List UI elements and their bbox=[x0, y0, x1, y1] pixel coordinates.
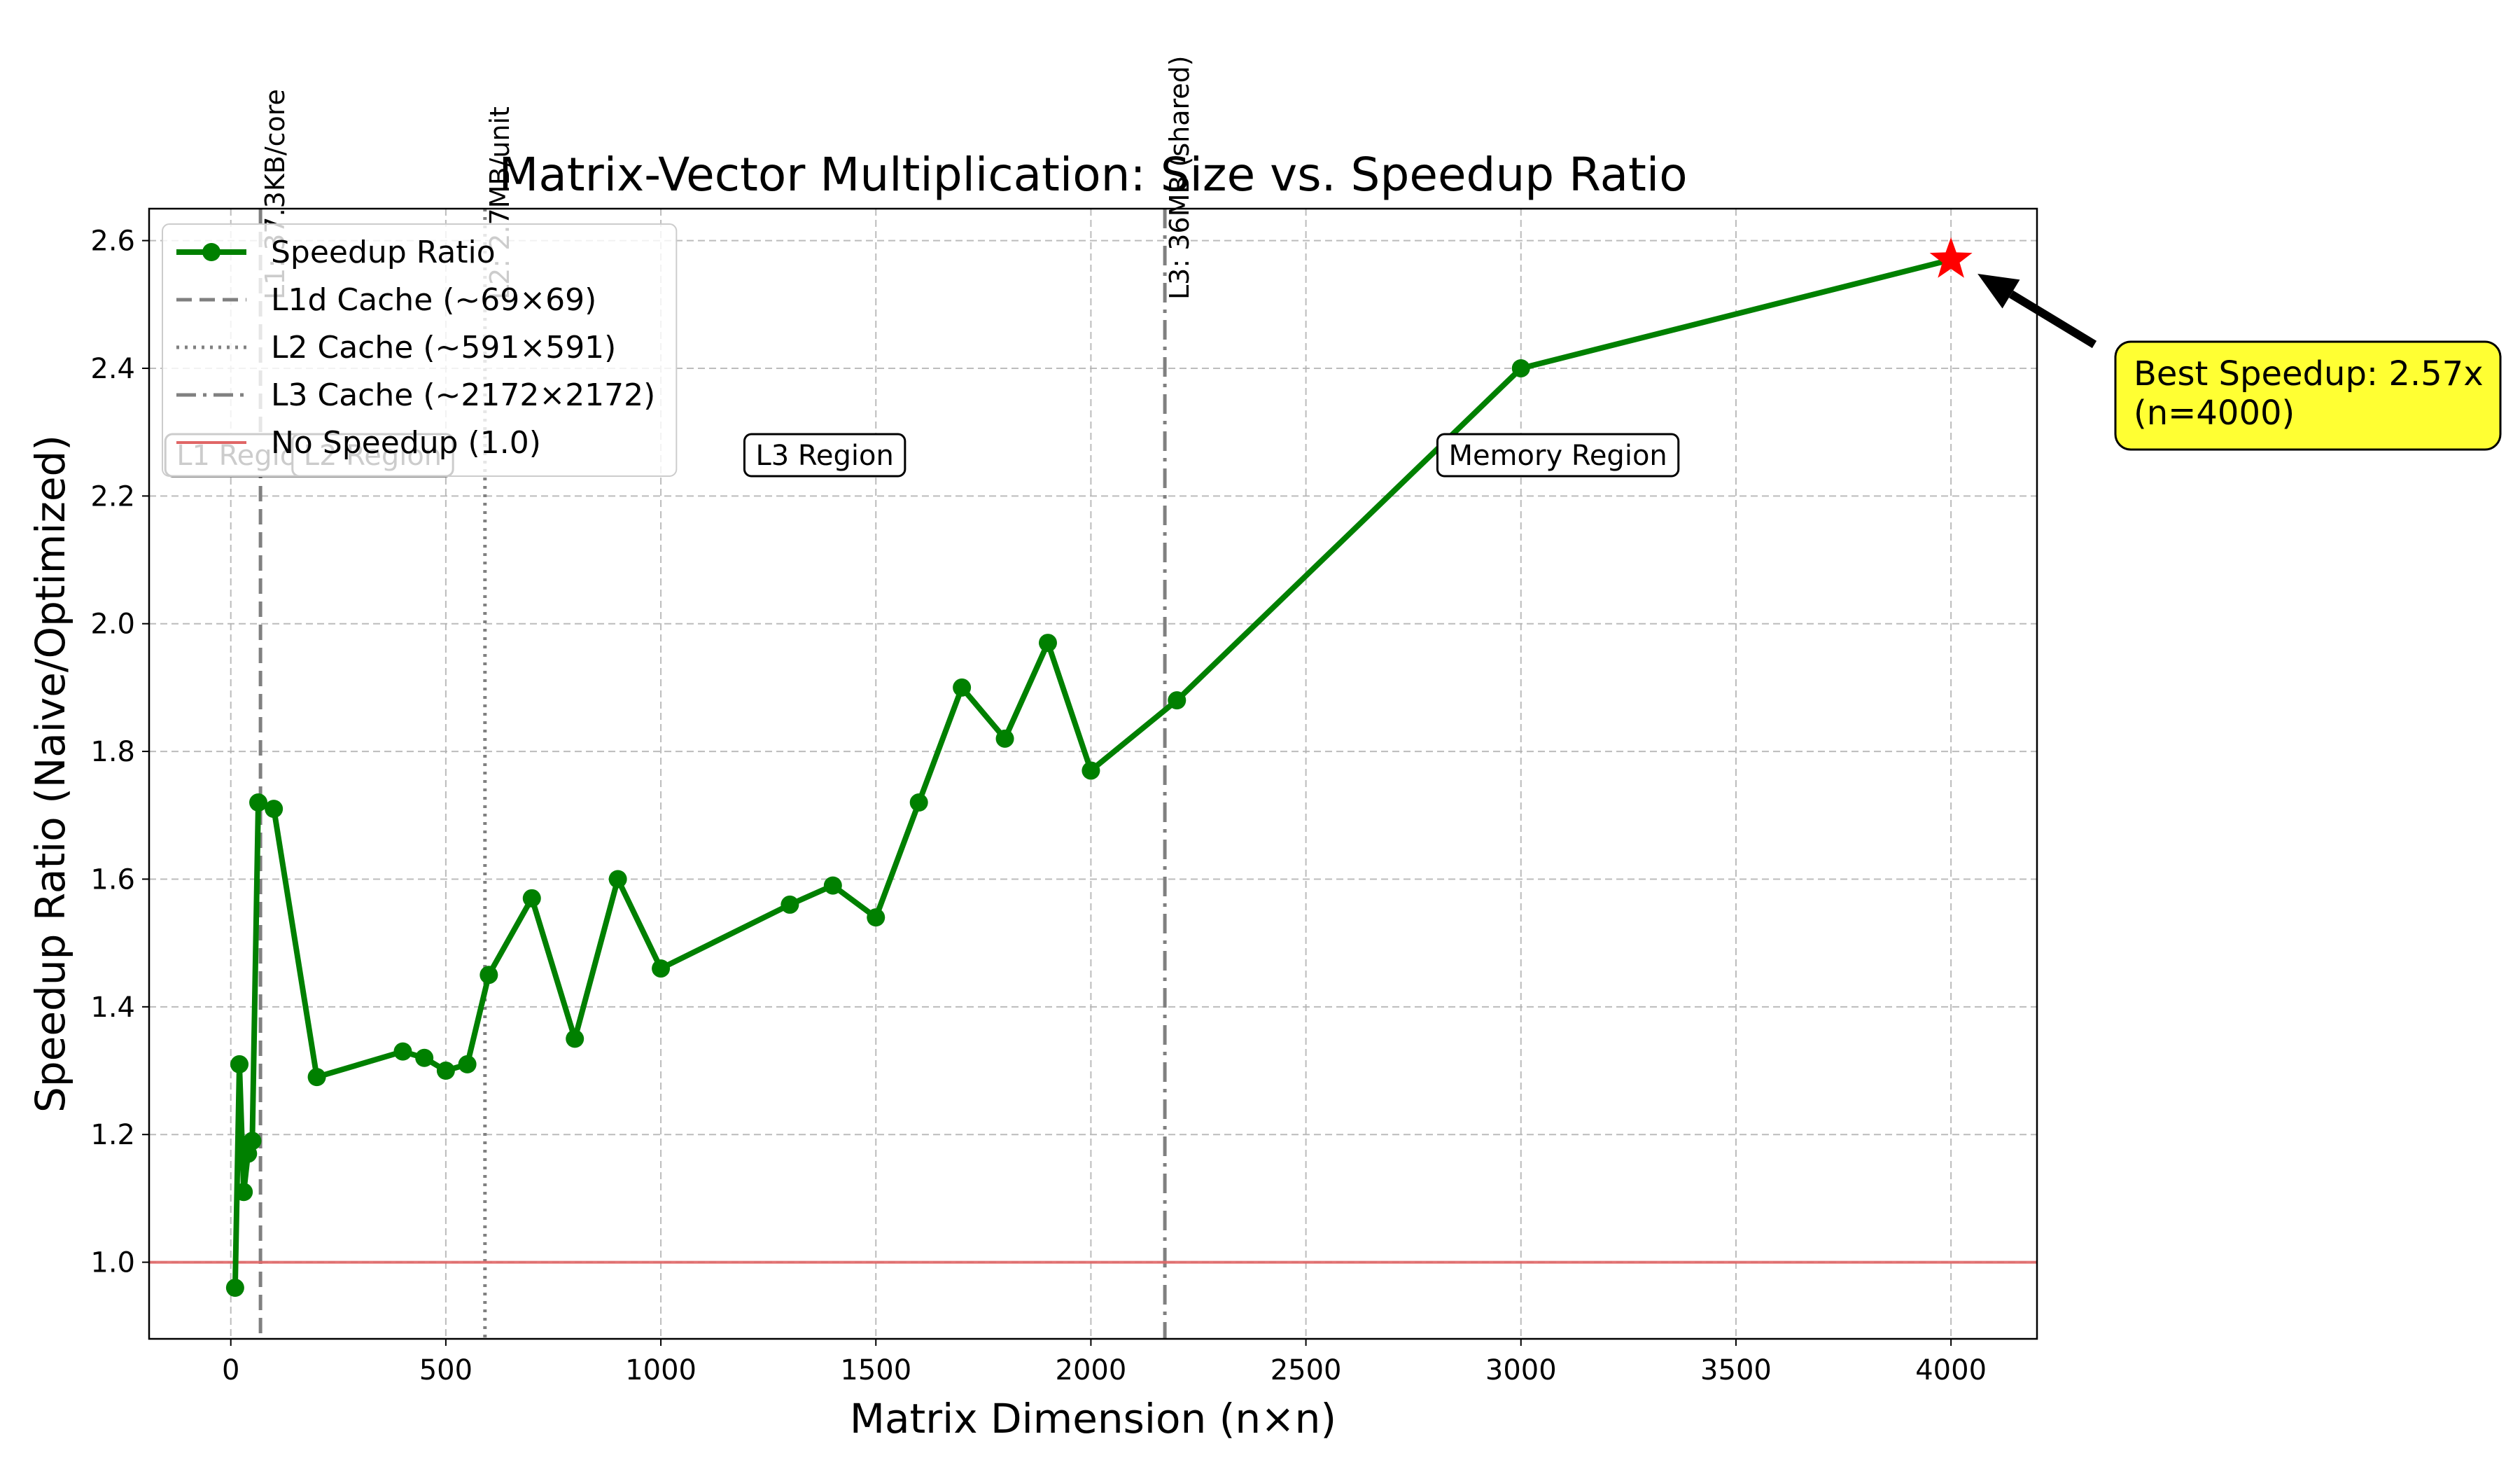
x-tick-label: 2500 bbox=[1270, 1354, 1342, 1386]
data-point bbox=[909, 793, 928, 812]
data-point bbox=[225, 1279, 244, 1298]
y-tick-label: 2.2 bbox=[90, 480, 135, 513]
annotation-arrow-head bbox=[1977, 273, 2020, 309]
plot-frame bbox=[148, 207, 2038, 1340]
data-point bbox=[1038, 634, 1057, 653]
y-tick-label: 2.0 bbox=[90, 609, 135, 641]
x-tick-label: 0 bbox=[222, 1354, 239, 1386]
legend-label: L1d Cache (~69×69) bbox=[271, 282, 596, 318]
data-point bbox=[230, 1055, 249, 1073]
data-point bbox=[243, 1132, 262, 1150]
data-point bbox=[1168, 691, 1186, 710]
x-tick-label: 3500 bbox=[1700, 1354, 1772, 1386]
data-point bbox=[522, 889, 541, 908]
data-point bbox=[249, 793, 268, 812]
region-text: L3 Region bbox=[755, 440, 893, 472]
data-point bbox=[234, 1183, 253, 1202]
x-tick-label: 3000 bbox=[1485, 1354, 1557, 1386]
data-point bbox=[436, 1062, 455, 1080]
y-tick-label: 1.6 bbox=[90, 863, 135, 896]
data-point bbox=[1511, 359, 1530, 377]
data-point bbox=[415, 1048, 434, 1067]
legend-label: No Speedup (1.0) bbox=[271, 425, 541, 461]
annotation-line-1: Best Speedup: 2.57x bbox=[2134, 354, 2484, 394]
data-point bbox=[265, 800, 284, 819]
x-axis-label: Matrix Dimension (n×n) bbox=[850, 1395, 1336, 1442]
legend-item: L2 Cache (~591×591) bbox=[176, 330, 616, 366]
series-layer bbox=[225, 237, 1973, 1298]
data-point bbox=[995, 729, 1014, 748]
x-tick-label: 500 bbox=[419, 1354, 472, 1386]
region-box bbox=[1436, 433, 1680, 478]
data-point bbox=[566, 1029, 584, 1048]
legend-swatch-marker bbox=[202, 243, 220, 261]
data-point bbox=[780, 895, 799, 914]
y-tick-label: 1.0 bbox=[90, 1247, 135, 1279]
region-label: L3 Region bbox=[743, 433, 906, 478]
x-tick-label: 4000 bbox=[1915, 1354, 1987, 1386]
y-tick-label: 2.4 bbox=[90, 353, 135, 385]
legend-label: L3 Cache (~2172×2172) bbox=[271, 377, 655, 413]
legend-label: L2 Cache (~591×591) bbox=[271, 330, 616, 366]
x-tick-label: 2000 bbox=[1056, 1354, 1127, 1386]
tick-layer: 0 500 1000 1500 2000 2500 3000 3500 4000 1.0 1.2 1.… bbox=[90, 225, 1987, 1386]
best-annotation: Best Speedup: 2.57x(n=4000) bbox=[1977, 273, 2502, 451]
legend-item: No Speedup (1.0) bbox=[176, 425, 541, 461]
annotation-arrow-shaft bbox=[2008, 290, 2097, 349]
y-tick-label: 1.4 bbox=[90, 992, 135, 1024]
data-point bbox=[458, 1055, 477, 1073]
legend-label: Speedup Ratio bbox=[271, 235, 496, 270]
x-tick-label: 1000 bbox=[625, 1354, 696, 1386]
cache-label: L3: 36MB (shared) bbox=[1164, 55, 1195, 300]
legend-item: L3 Cache (~2172×2172) bbox=[176, 377, 655, 413]
region-text: Memory Region bbox=[1448, 440, 1667, 472]
data-point bbox=[1082, 761, 1100, 780]
annotation-line-2: (n=4000) bbox=[2134, 394, 2295, 433]
y-tick-label: 2.6 bbox=[90, 225, 135, 258]
y-axis-label: Speedup Ratio (Naive/Optimized) bbox=[27, 435, 74, 1113]
data-point bbox=[307, 1068, 326, 1087]
data-point bbox=[953, 678, 972, 697]
data-point bbox=[479, 966, 498, 985]
data-point bbox=[608, 870, 627, 889]
annotation-box bbox=[2114, 340, 2502, 451]
data-point bbox=[823, 876, 842, 895]
legend-item: Speedup Ratio bbox=[176, 235, 496, 270]
legend-item: L1d Cache (~69×69) bbox=[176, 282, 596, 318]
grid-layer bbox=[149, 209, 2037, 1339]
y-tick-label: 1.2 bbox=[90, 1119, 135, 1151]
best-point-star bbox=[1929, 237, 1973, 278]
legend: Speedup Ratio L1d Cache (~69×69) L2 Cache … bbox=[162, 223, 678, 477]
y-tick-label: 1.8 bbox=[90, 736, 135, 768]
legend-box bbox=[162, 223, 678, 477]
region-label: Memory Region bbox=[1436, 433, 1680, 478]
data-point bbox=[652, 959, 671, 978]
chart-title: Matrix-Vector Multiplication: Size vs. S… bbox=[498, 148, 1687, 202]
data-point bbox=[393, 1042, 412, 1061]
region-box bbox=[743, 433, 906, 478]
speedup-line bbox=[232, 257, 1952, 1288]
data-point bbox=[867, 908, 886, 927]
x-tick-label: 1500 bbox=[840, 1354, 911, 1386]
